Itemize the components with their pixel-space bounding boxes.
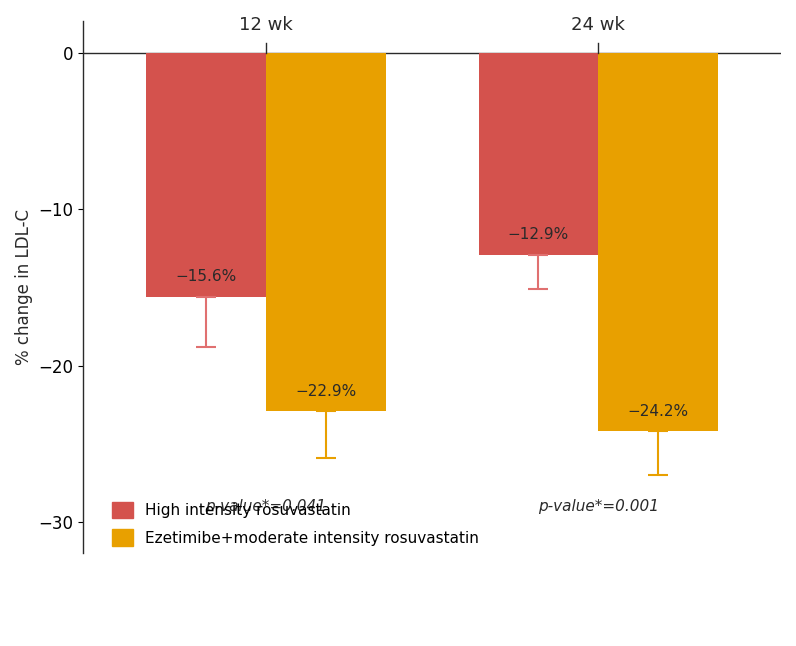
- Bar: [478, 52, 599, 255]
- Bar: [599, 52, 718, 432]
- Text: −24.2%: −24.2%: [627, 404, 689, 419]
- Text: 24 wk: 24 wk: [572, 16, 625, 34]
- Bar: [146, 52, 266, 297]
- Text: 12 wk: 12 wk: [239, 16, 293, 34]
- Text: −12.9%: −12.9%: [508, 227, 569, 242]
- Legend: High intensity rosuvastatin, Ezetimibe+moderate intensity rosuvastatin: High intensity rosuvastatin, Ezetimibe+m…: [112, 502, 479, 546]
- Y-axis label: % change in LDL-C: % change in LDL-C: [15, 209, 33, 366]
- Text: p-value*=0.041: p-value*=0.041: [205, 499, 326, 514]
- Text: p-value*=0.001: p-value*=0.001: [538, 499, 659, 514]
- Text: −22.9%: −22.9%: [295, 384, 357, 399]
- Bar: [266, 52, 385, 411]
- Text: −15.6%: −15.6%: [176, 269, 237, 284]
